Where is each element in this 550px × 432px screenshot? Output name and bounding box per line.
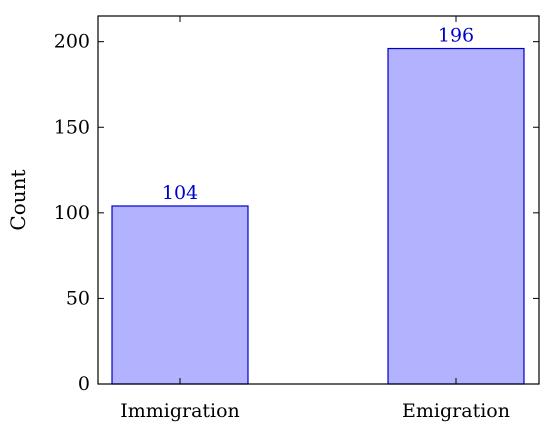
y-tick-label: 200 <box>54 31 90 53</box>
y-tick-label: 0 <box>78 373 90 395</box>
x-tick-label: Immigration <box>120 400 240 422</box>
y-tick-label: 100 <box>54 202 90 224</box>
data-label: 104 <box>162 182 198 204</box>
y-axis-title: Count <box>6 169 30 230</box>
chart-marks: 0 50 100 150 200 104 Immigration 196 Emigration <box>54 16 539 422</box>
x-tick-label: Emigration <box>402 400 510 422</box>
y-tick-label: 50 <box>66 287 90 309</box>
bar <box>111 205 249 385</box>
bar <box>387 47 525 385</box>
y-tick-label: 150 <box>54 116 90 138</box>
data-label: 196 <box>438 25 474 47</box>
plot-frame <box>97 15 540 385</box>
